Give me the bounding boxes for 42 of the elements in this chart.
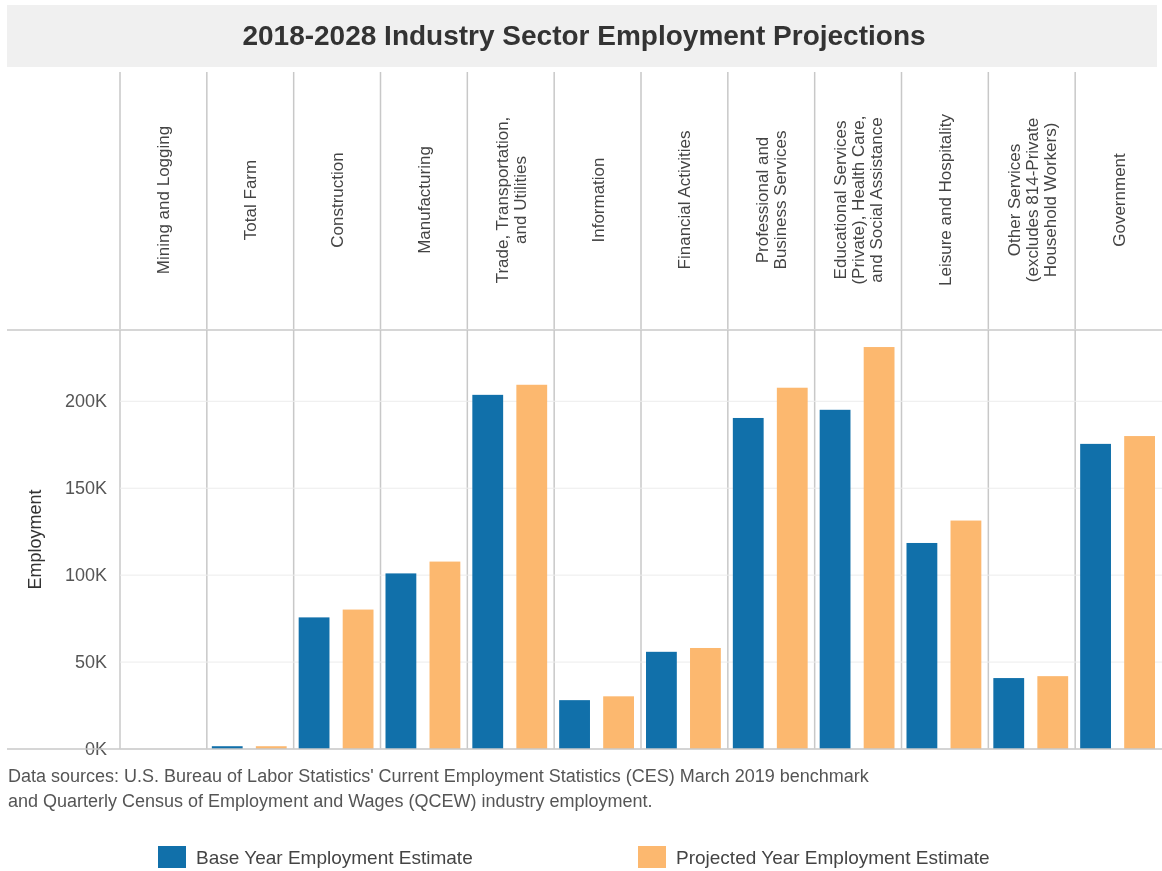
y-tick-label: 50K	[74, 652, 107, 673]
bar	[385, 573, 417, 749]
y-tick-label: 150K	[64, 478, 107, 499]
x-tick-label: Total Farm	[241, 159, 261, 241]
legend-label: Base Year Employment Estimate	[196, 847, 473, 868]
bar	[863, 347, 895, 749]
x-tick-label: Financial Activities	[675, 130, 695, 270]
chart-title: 2018-2028 Industry Sector Employment Projections	[242, 20, 926, 51]
bar	[993, 678, 1025, 749]
x-tick-label: Other Services (excludes 814-Private Household Workers)	[1004, 117, 1060, 283]
bar	[732, 417, 764, 749]
y-axis-title: Employment	[25, 489, 45, 590]
x-tick-label: Information	[588, 157, 608, 243]
legend-label: Projected Year Employment Estimate	[676, 847, 990, 868]
bar	[429, 561, 461, 749]
x-tick-label: Government	[1109, 152, 1129, 247]
bar	[342, 609, 374, 749]
bar	[1124, 436, 1155, 749]
bar	[298, 617, 330, 749]
bar	[690, 647, 721, 749]
y-tick-label: 100K	[64, 565, 107, 586]
bar	[472, 394, 504, 749]
y-tick-label: 200K	[64, 391, 107, 412]
x-tick-label: Educational Services (Private), Health Care, and Social Assistance	[831, 115, 887, 285]
bar	[1080, 443, 1111, 749]
bar	[559, 700, 590, 749]
y-tick-label: 0K	[84, 739, 107, 759]
bar	[1037, 676, 1069, 749]
bar	[906, 542, 938, 749]
x-tick-label: Professional and Business Services	[753, 130, 791, 270]
x-tick-label: Leisure and Hospitality	[935, 113, 955, 286]
bar	[516, 384, 548, 749]
bar	[950, 520, 982, 749]
bar	[776, 387, 808, 749]
bar	[646, 651, 677, 749]
x-tick-label: Construction	[328, 152, 348, 248]
bar	[819, 409, 851, 749]
x-tick-label: Trade, Transportation, and Utilities	[492, 116, 530, 284]
bar	[603, 696, 634, 749]
text: Data sources: U.S. Bureau of Labor Statistics' Current Employment Statistics (CES) March 2019 benchmark and Quarterly Census of Employment and Wages (QCEW) industry employment.	[8, 766, 870, 811]
x-tick-label: Mining and Logging	[154, 125, 174, 275]
x-tick-label: Manufacturing	[414, 146, 434, 254]
